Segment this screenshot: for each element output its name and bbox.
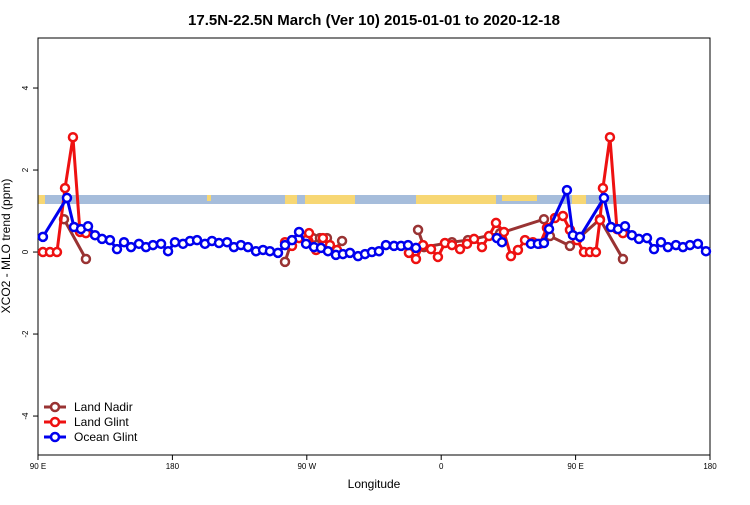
data-point [692, 238, 704, 250]
data-point [538, 237, 550, 249]
data-point [286, 234, 298, 246]
data-point [597, 182, 609, 194]
x-tick-label: 180 [703, 462, 717, 471]
land-ocean-strip [38, 195, 710, 204]
data-point [303, 227, 315, 239]
data-point [59, 182, 71, 194]
data-point [598, 192, 610, 204]
y-tick-label: 4 [21, 85, 30, 90]
data-point [80, 253, 92, 265]
data-point [662, 241, 674, 253]
y-tick-label: 2 [21, 167, 30, 172]
plot-frame [37, 37, 711, 456]
data-point [155, 238, 167, 250]
data-point [619, 220, 631, 232]
data-point [454, 243, 466, 255]
data-point [51, 246, 63, 258]
data-point [242, 241, 254, 253]
data-point [61, 192, 73, 204]
data-point [191, 234, 203, 246]
legend-label: Ocean Glint [74, 430, 138, 444]
data-point [648, 243, 660, 255]
x-tick-label: 90 E [30, 462, 46, 471]
x-tick-label: 0 [439, 462, 444, 471]
data-point [490, 217, 502, 229]
data-point [655, 236, 667, 248]
data-point [604, 131, 616, 143]
legend-label: Land Nadir [74, 400, 133, 414]
data-point [700, 245, 712, 257]
data-point [684, 239, 696, 251]
data-point [279, 256, 291, 268]
data-point [498, 226, 510, 238]
data-point [512, 244, 524, 256]
data-point [468, 233, 480, 245]
data-point [564, 240, 576, 252]
data-point [322, 245, 334, 257]
data-point [147, 239, 159, 251]
data-point [446, 239, 458, 251]
data-point [344, 247, 356, 259]
data-point [67, 131, 79, 143]
data-point [633, 233, 645, 245]
data-point [264, 245, 276, 257]
data-point [221, 236, 233, 248]
data-point [557, 210, 569, 222]
data-point [82, 220, 94, 232]
y-axis-label: XCO2 - MLO trend (ppm) [0, 179, 13, 314]
chart-title: 17.5N-22.5N March (Ver 10) 2015-01-01 to… [188, 12, 560, 29]
data-point [279, 239, 291, 251]
data-point [37, 231, 49, 243]
legend-marker [49, 431, 61, 443]
data-point [104, 234, 116, 246]
data-point [496, 236, 508, 248]
data-point [380, 239, 392, 251]
data-point [111, 243, 123, 255]
data-point [162, 245, 174, 257]
data-point [213, 237, 225, 249]
data-point [574, 231, 586, 243]
data-point [412, 224, 424, 236]
data-point [410, 242, 422, 254]
data-point [373, 245, 385, 257]
y-tick-label: -2 [21, 330, 30, 338]
data-point [336, 235, 348, 247]
data-point [590, 246, 602, 258]
y-tick-label: 0 [21, 249, 30, 254]
data-point [317, 232, 329, 244]
data-point [538, 213, 550, 225]
x-tick-label: 180 [166, 462, 180, 471]
data-point [96, 233, 108, 245]
x-tick-label: 90 W [297, 462, 316, 471]
data-point [118, 236, 130, 248]
data-point [594, 214, 606, 226]
legend-label: Land Glint [74, 415, 129, 429]
data-point [272, 247, 284, 259]
data-point [617, 253, 629, 265]
data-point [641, 232, 653, 244]
data-point [425, 243, 437, 255]
data-point [505, 250, 517, 262]
legend-marker [49, 416, 61, 428]
data-point [461, 238, 473, 250]
x-axis-label: Longitude [348, 477, 401, 491]
data-point [543, 223, 555, 235]
data-point [476, 241, 488, 253]
data-point [410, 253, 422, 265]
data-point [561, 184, 573, 196]
x-tick-label: 90 E [567, 462, 583, 471]
y-tick-label: -4 [21, 412, 30, 420]
legend-marker [49, 401, 61, 413]
data-point [169, 236, 181, 248]
data-point [293, 226, 305, 238]
data-point [432, 251, 444, 263]
